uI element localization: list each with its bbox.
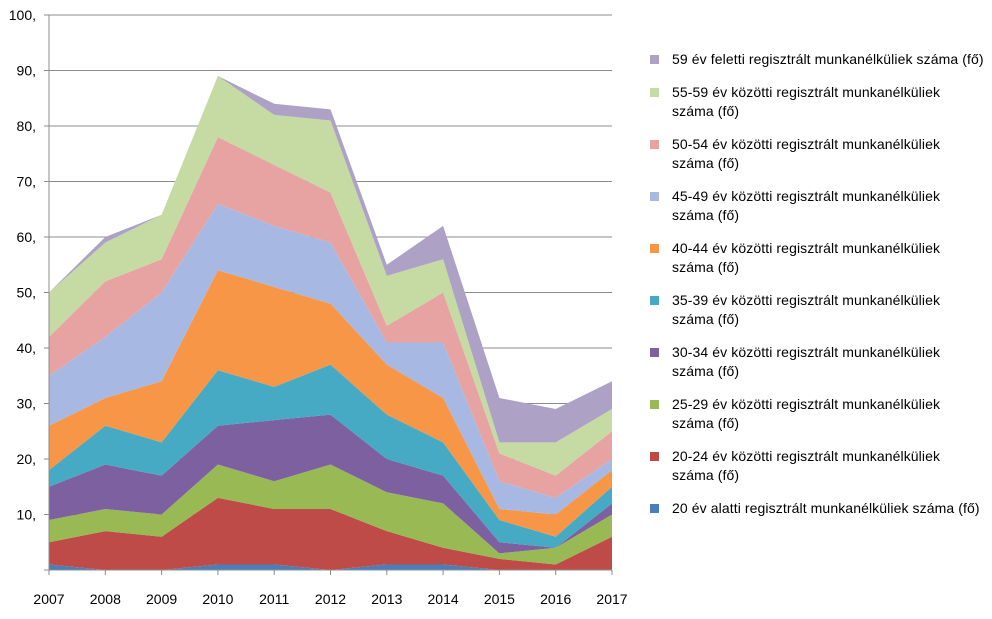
legend-swatch [650,400,659,409]
area-series-7 [49,137,612,498]
x-tick-label: 2012 [315,591,346,607]
legend-swatch [650,504,659,513]
y-tick-label: 20, [17,451,36,467]
legend-label: 20 év alatti regisztrált munkanélküliek … [672,500,980,516]
x-tick-labels: 2007 2008 2009 2010 2011 2012 2013 2014 2015 2016… [33,591,627,607]
legend-label: 25-29 év közötti regisztrált munkanélkül… [672,396,941,431]
legend-label: 50-54 év közötti regisztrált munkanélkül… [672,136,941,171]
legend-swatch [650,244,659,253]
area-series-3 [49,414,612,554]
x-tick-label: 2013 [371,591,402,607]
legend-label: 55-59 év közötti regisztrált munkanélkül… [672,84,941,119]
y-tick-label: 40, [17,340,36,356]
legend-label: 20-24 év közötti regisztrált munkanélkül… [672,448,941,483]
legend-label: 35-39 év közötti regisztrált munkanélkül… [672,292,941,327]
legend-item: 59 év feletti regisztrált munkanélküliek… [640,50,985,69]
area-series-4 [49,364,612,548]
legend-item: 45-49 év közötti regisztrált munkanélkül… [640,187,985,225]
legend-label: 30-34 év közötti regisztrált munkanélkül… [672,344,941,379]
area-series-1 [49,497,612,570]
legend-swatch [650,88,659,97]
x-tick-label: 2016 [540,591,571,607]
legend-item: 35-39 év közötti regisztrált munkanélkül… [640,291,985,329]
y-tick-label: 30, [17,396,36,412]
legend-label: 45-49 év közötti regisztrált munkanélkül… [672,188,941,223]
y-tick-label: 90, [17,63,36,79]
y-tick-label: 80, [17,118,36,134]
legend-item: 20 év alatti regisztrált munkanélküliek … [640,499,985,518]
y-tick-label: 10, [17,507,36,523]
legend-item: 30-34 év közötti regisztrált munkanélkül… [640,343,985,381]
plot-area: 10, 20, 30, 40, 50, 60, 70, 80, 90, 100, 2007 2008… [9,7,628,607]
area-series [49,76,612,570]
x-tick-label: 2009 [146,591,177,607]
legend-swatch [650,140,659,149]
legend-item: 50-54 év közötti regisztrált munkanélkül… [640,135,985,173]
y-tick-label: 100, [9,7,36,23]
x-tick-label: 2014 [428,591,459,607]
legend-item: 20-24 év közötti regisztrált munkanélkül… [640,447,985,485]
legend-swatch [650,296,659,305]
y-tick-label: 70, [17,174,36,190]
legend-label: 59 év feletti regisztrált munkanélküliek… [672,51,984,67]
y-tick-label: 60, [17,229,36,245]
x-tick-label: 2010 [202,591,233,607]
x-tick-label: 2011 [259,591,289,607]
x-tick-label: 2008 [90,591,121,607]
x-tick-label: 2007 [33,591,64,607]
axes [44,14,613,575]
y-tick-label: 50, [17,285,36,301]
x-tick-label: 2017 [596,591,627,607]
area-series-6 [49,203,612,515]
legend-item: 40-44 év közötti regisztrált munkanélkül… [640,239,985,277]
area-series-0 [49,564,612,570]
x-tick-label: 2015 [484,591,515,607]
legend-swatch [650,192,659,201]
area-series-8 [49,76,612,476]
legend-swatch [650,452,659,461]
legend-swatch [650,348,659,357]
legend: 59 év feletti regisztrált munkanélküliek… [640,50,985,532]
legend-item: 25-29 év közötti regisztrált munkanélkül… [640,395,985,433]
legend-label: 40-44 év közötti regisztrált munkanélkül… [672,240,941,275]
y-tick-labels: 10, 20, 30, 40, 50, 60, 70, 80, 90, 100, [9,7,36,523]
legend-item: 55-59 év közötti regisztrált munkanélkül… [640,83,985,121]
legend-swatch [650,55,659,64]
area-series-5 [49,270,612,537]
